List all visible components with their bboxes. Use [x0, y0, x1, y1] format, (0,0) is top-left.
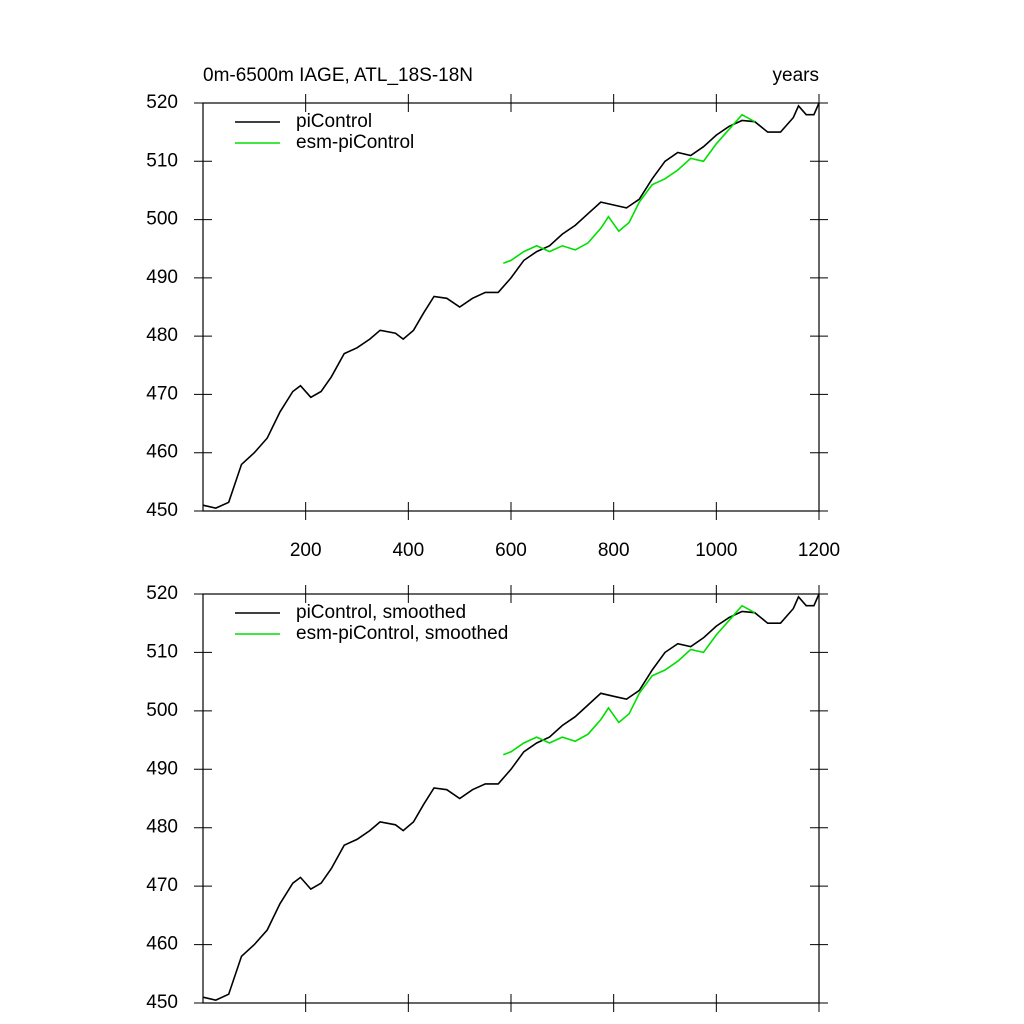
legend-label: piControl	[296, 111, 372, 132]
plot-frame	[202, 102, 820, 512]
x-tick-label: 400	[392, 540, 424, 561]
y-tick-label: 480	[146, 817, 178, 838]
x-tick-label: 1200	[798, 540, 840, 561]
chart-title: 0m-6500m IAGE, ATL_18S-18N	[203, 65, 473, 86]
y-tick-label: 460	[146, 442, 178, 463]
y-tick-label: 520	[146, 92, 178, 113]
chart-subtitle: years	[773, 65, 819, 86]
plot-frame	[202, 593, 820, 1004]
data-line	[503, 113, 756, 265]
x-tick-label: 600	[495, 540, 527, 561]
y-tick-label: 510	[146, 150, 178, 171]
y-tick-label: 500	[146, 209, 178, 230]
y-tick-label: 450	[146, 992, 178, 1013]
legend-label: piControl, smoothed	[296, 602, 466, 623]
legend-label: esm-piControl, smoothed	[296, 623, 508, 644]
x-tick-label: 1000	[695, 540, 737, 561]
data-line	[202, 102, 820, 509]
legend-label: esm-piControl	[296, 132, 414, 153]
y-tick-label: 470	[146, 383, 178, 404]
y-tick-label: 510	[146, 641, 178, 662]
data-line	[202, 593, 820, 1001]
y-tick-label: 490	[146, 758, 178, 779]
y-tick-label: 470	[146, 875, 178, 896]
data-line	[503, 604, 756, 756]
y-tick-label: 460	[146, 934, 178, 955]
y-tick-label: 500	[146, 700, 178, 721]
y-tick-label: 490	[146, 267, 178, 288]
x-tick-label: 800	[598, 540, 630, 561]
y-tick-label: 450	[146, 500, 178, 521]
x-tick-label: 200	[290, 540, 322, 561]
y-tick-label: 480	[146, 325, 178, 346]
y-tick-label: 520	[146, 583, 178, 604]
